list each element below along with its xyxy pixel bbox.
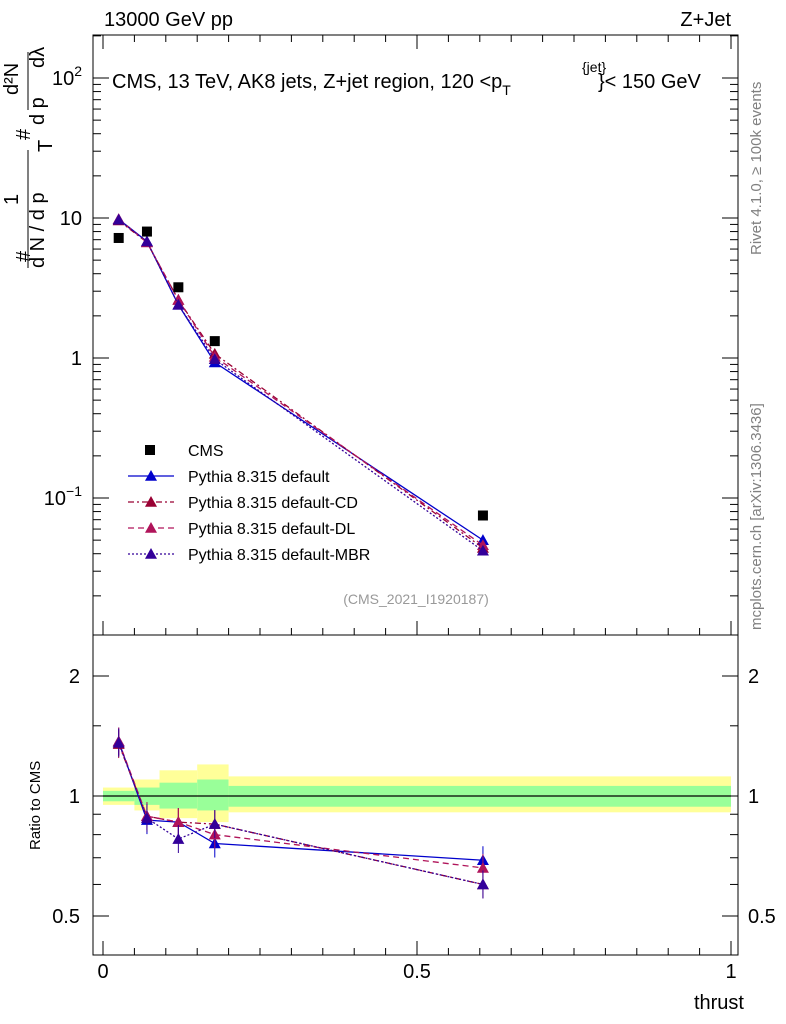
x-tick-label: 0 <box>97 961 108 983</box>
y-tick-label: 102 <box>52 63 82 90</box>
svg-text:d N / d p: d N / d p <box>27 192 49 268</box>
main-series <box>112 213 489 556</box>
ratio-point-dl <box>476 861 489 873</box>
ratio-y-tick-label-right: 0.5 <box>748 906 776 928</box>
analysis-reference: (CMS_2021_I1920187) <box>343 591 489 607</box>
series-point-mbr <box>172 298 185 310</box>
plot-title-superscript: {jet} <box>582 59 606 75</box>
y-axis-label: # 1 d N / d p T # d²N d p dλ <box>1 47 57 268</box>
x-axis-label: thrust <box>694 992 744 1014</box>
band-inner <box>197 779 229 811</box>
x-tick-label: 1 <box>725 961 736 983</box>
ratio-point-mbr <box>208 818 221 829</box>
series-point-dl <box>476 539 489 551</box>
ratio-y-tick-label-right: 2 <box>748 666 759 688</box>
legend-marker-mbr <box>145 548 157 559</box>
svg-text:d²N: d²N <box>1 63 23 95</box>
legend-marker-cd <box>145 496 157 507</box>
legend-label-default: Pythia 8.315 default <box>188 469 330 486</box>
ratio-line-mbr <box>118 742 484 886</box>
series-point-mbr <box>112 213 125 225</box>
x-tick-label: 0.5 <box>403 961 431 983</box>
legend: CMS Pythia 8.315 default Pythia 8.315 defa… <box>128 443 370 564</box>
ratio-y-tick-label: 1 <box>69 786 80 808</box>
plot-title-end: }< 150 GeV <box>598 71 702 93</box>
ratio-point-dl <box>172 816 185 827</box>
series-line-mbr <box>118 219 484 552</box>
cms-point <box>113 232 124 243</box>
main-frame <box>92 34 739 636</box>
legend-marker-default <box>145 470 157 481</box>
series-point-mbr <box>208 353 221 365</box>
series-point-mbr <box>140 235 153 247</box>
ratio-frame <box>92 634 739 956</box>
mcplots-label: mcplots.cern.ch [arXiv:1306.3436] <box>748 403 765 630</box>
cms-point <box>209 336 220 347</box>
ratio-y-tick-label: 2 <box>69 666 80 688</box>
series-line-default <box>118 218 484 541</box>
rivet-label: Rivet 4.1.0, ≥ 100k events <box>748 82 765 255</box>
legend-label-mbr: Pythia 8.315 default-MBR <box>188 547 370 564</box>
plot-frames <box>92 34 739 956</box>
ratio-axis-label: Ratio to CMS <box>27 761 44 850</box>
cms-point <box>477 510 488 521</box>
y-tick-label: 10−1 <box>44 483 82 510</box>
ratio-point-mbr <box>112 736 125 748</box>
y-tick-label: 10 <box>60 208 82 230</box>
legend-label-cd: Pythia 8.315 default-CD <box>188 495 358 512</box>
svg-text:dλ: dλ <box>27 47 49 68</box>
svg-text:#: # <box>13 250 35 262</box>
axis-ticks: 0 0.5 1 10−1 1 10 102 0.5 0.5 1 1 2 2 <box>44 35 776 983</box>
ratio-y-tick-label-right: 1 <box>748 786 759 808</box>
legend-marker-dl <box>145 522 157 533</box>
header-right: Z+Jet <box>680 9 731 31</box>
y-tick-label: 1 <box>71 348 82 370</box>
ratio-point-mbr <box>476 878 489 890</box>
ratio-point-mbr <box>172 833 185 844</box>
svg-text:d p: d p <box>27 97 49 125</box>
header-left: 13000 GeV pp <box>104 9 233 31</box>
ratio-uncertainty-band <box>103 764 731 823</box>
legend-label-cms: CMS <box>188 443 224 460</box>
legend-marker-cms <box>145 445 155 455</box>
ratio-point-mbr <box>140 812 153 823</box>
cms-point <box>173 282 184 293</box>
series-point-mbr <box>476 544 489 556</box>
legend-label-dl: Pythia 8.315 default-DL <box>188 521 355 538</box>
cms-point <box>141 226 152 237</box>
ratio-y-tick-label: 0.5 <box>52 906 80 928</box>
svg-text:1: 1 <box>1 194 23 205</box>
svg-text:#: # <box>13 128 35 140</box>
ratio-series <box>112 727 489 899</box>
svg-text:T: T <box>35 140 57 152</box>
plot-title: CMS, 13 TeV, AK8 jets, Z+jet region, 120… <box>112 71 511 98</box>
